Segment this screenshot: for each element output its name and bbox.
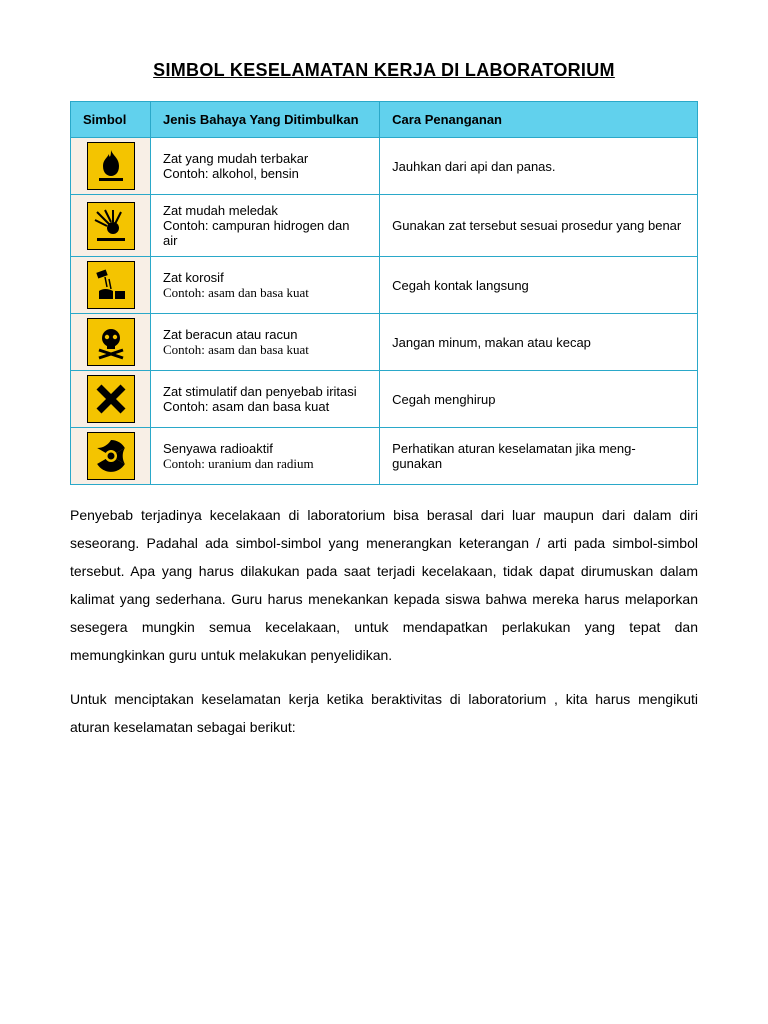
handling-cell: Jangan minum, makan atau kecap [380, 314, 698, 371]
hazard-example: Contoh: campuran hidrogen dan air [163, 218, 367, 248]
corrosive-icon [87, 261, 135, 309]
handling-cell: Gunakan zat tersebut sesuai prosedur yan… [380, 195, 698, 257]
symbol-cell [71, 138, 151, 195]
paragraph-2: Untuk menciptakan keselamatan kerja keti… [70, 685, 698, 741]
hazard-description: Senyawa radioaktifContoh: uranium dan ra… [151, 428, 380, 485]
hazard-example: Contoh: alkohol, bensin [163, 166, 367, 181]
hazard-example: Contoh: asam dan basa kuat [163, 399, 367, 414]
table-row: Senyawa radioaktifContoh: uranium dan ra… [71, 428, 698, 485]
handling-cell: Cegah kontak langsung [380, 257, 698, 314]
hazard-name: Zat beracun atau racun [163, 327, 367, 342]
symbol-cell [71, 257, 151, 314]
page-title: SIMBOL KESELAMATAN KERJA DI LABORATORIUM [70, 60, 698, 81]
handling-cell: Cegah menghirup [380, 371, 698, 428]
header-handling: Cara Penanganan [380, 102, 698, 138]
header-symbol: Simbol [71, 102, 151, 138]
table-row: Zat beracun atau racunContoh: asam dan b… [71, 314, 698, 371]
hazard-description: Zat beracun atau racunContoh: asam dan b… [151, 314, 380, 371]
symbol-cell [71, 314, 151, 371]
hazard-name: Zat yang mudah terbakar [163, 151, 367, 166]
explosion-icon [87, 202, 135, 250]
handling-cell: Perhatikan aturan keselamatan jika meng-… [380, 428, 698, 485]
hazard-name: Zat korosif [163, 270, 367, 285]
flame-icon [87, 142, 135, 190]
hazard-description: Zat mudah meledakContoh: campuran hidrog… [151, 195, 380, 257]
symbol-cell [71, 428, 151, 485]
header-hazard-type: Jenis Bahaya Yang Ditimbulkan [151, 102, 380, 138]
hazard-description: Zat korosifContoh: asam dan basa kuat [151, 257, 380, 314]
symbol-cell [71, 195, 151, 257]
hazard-description: Zat yang mudah terbakarContoh: alkohol, … [151, 138, 380, 195]
paragraph-1: Penyebab terjadinya kecelakaan di labora… [70, 501, 698, 669]
hazard-table: Simbol Jenis Bahaya Yang Ditimbulkan Car… [70, 101, 698, 485]
table-row: Zat yang mudah terbakarContoh: alkohol, … [71, 138, 698, 195]
table-header-row: Simbol Jenis Bahaya Yang Ditimbulkan Car… [71, 102, 698, 138]
hazard-name: Zat mudah meledak [163, 203, 367, 218]
symbol-cell [71, 371, 151, 428]
irritant-icon [87, 375, 135, 423]
hazard-description: Zat stimulatif dan penyebab iritasiConto… [151, 371, 380, 428]
handling-cell: Jauhkan dari api dan panas. [380, 138, 698, 195]
table-row: Zat mudah meledakContoh: campuran hidrog… [71, 195, 698, 257]
hazard-example: Contoh: uranium dan radium [163, 456, 367, 472]
hazard-example: Contoh: asam dan basa kuat [163, 342, 367, 358]
skull-icon [87, 318, 135, 366]
hazard-example: Contoh: asam dan basa kuat [163, 285, 367, 301]
table-row: Zat stimulatif dan penyebab iritasiConto… [71, 371, 698, 428]
hazard-name: Senyawa radioaktif [163, 441, 367, 456]
table-row: Zat korosifContoh: asam dan basa kuatCeg… [71, 257, 698, 314]
hazard-name: Zat stimulatif dan penyebab iritasi [163, 384, 367, 399]
radioactive-icon [87, 432, 135, 480]
